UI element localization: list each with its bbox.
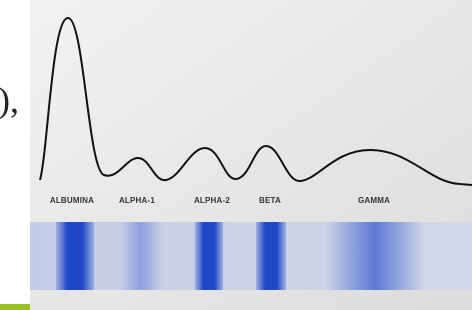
fraction-label: BETA bbox=[259, 196, 281, 205]
beta-band bbox=[256, 222, 286, 290]
fraction-label: ALPHA-2 bbox=[194, 196, 230, 205]
albumin-band bbox=[56, 222, 94, 290]
accent-bar bbox=[0, 304, 30, 310]
fraction-label: ALBUMINA bbox=[50, 196, 94, 205]
alpha2-band bbox=[195, 222, 223, 290]
fraction-label: GAMMA bbox=[358, 196, 390, 205]
fraction-label: ALPHA-1 bbox=[119, 196, 155, 205]
electrophoresis-slide: ), ALBUMINA ALPHA-1 ALPHA-2 BETA GAMMA bbox=[0, 0, 472, 310]
alpha1-band bbox=[120, 222, 162, 290]
gamma-band bbox=[325, 222, 425, 290]
fragment-text: ), bbox=[0, 80, 19, 120]
